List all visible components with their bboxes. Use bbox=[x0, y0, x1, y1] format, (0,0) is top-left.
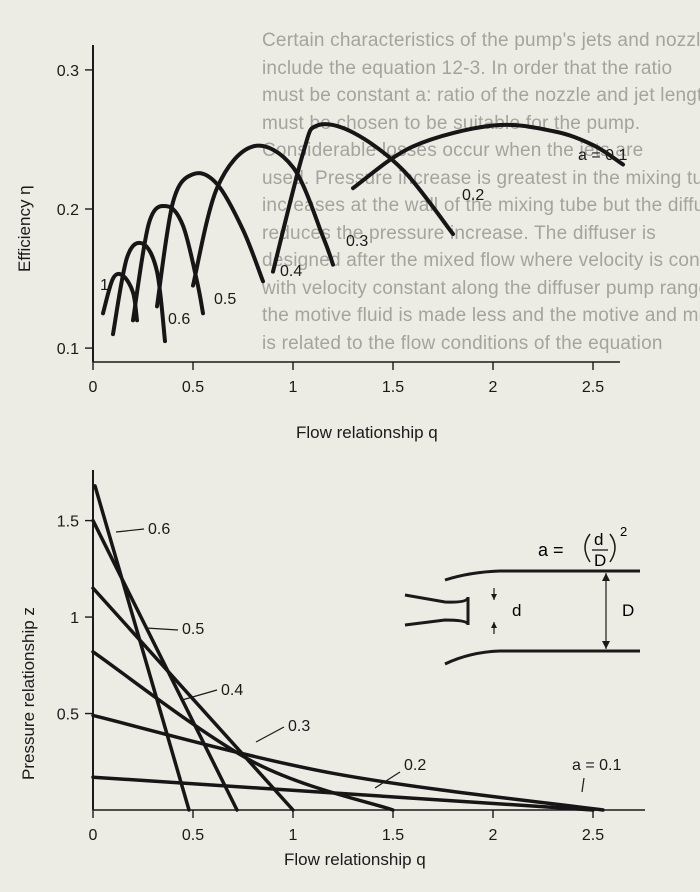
big-d-arrowhead-top bbox=[602, 573, 610, 581]
curve-label: a = 0.1 bbox=[578, 147, 627, 164]
pressure-x-axis-title: Flow relationship q bbox=[284, 850, 426, 869]
curve-label: 0.4 bbox=[221, 682, 243, 699]
x-tick-label: 1.5 bbox=[382, 379, 404, 396]
y-tick-label: 0.5 bbox=[57, 707, 79, 724]
small-d-arrowhead-top bbox=[491, 594, 497, 600]
x-tick-label: 1 bbox=[289, 827, 298, 844]
y-tick-label: 0.2 bbox=[57, 202, 79, 219]
curve-label: 0.6 bbox=[148, 521, 170, 538]
efficiency-chart: 0 0.5 1 1.5 2 2.5 0.1 0.2 0.3 a = 0.1 0.2 0.3 0.4 0.… bbox=[15, 45, 627, 442]
nozzle-ratio-inset: a = d D 2 d D bbox=[404, 524, 640, 666]
curve-label: 1 bbox=[100, 277, 109, 294]
curve-a-0_1 bbox=[91, 775, 595, 812]
curve-label: 0.2 bbox=[404, 757, 426, 774]
curve-a-0_5 bbox=[91, 518, 239, 812]
curve-leader-line bbox=[115, 528, 145, 533]
x-tick-label: 0.5 bbox=[182, 379, 204, 396]
curve-leader-line bbox=[145, 627, 179, 631]
efficiency-y-axis-title: Efficiency η bbox=[15, 185, 34, 272]
curve-a-0_1 bbox=[351, 122, 625, 191]
x-tick-label: 1.5 bbox=[382, 827, 404, 844]
formula-denominator: D bbox=[594, 551, 606, 570]
x-tick-label: 0.5 bbox=[182, 827, 204, 844]
pressure-y-axis-title: Pressure relationship z bbox=[19, 607, 38, 780]
formula-exponent: 2 bbox=[620, 524, 627, 539]
curve-a-0_6 bbox=[93, 484, 191, 812]
curve-a-0_3 bbox=[191, 143, 335, 288]
curve-label: 0.6 bbox=[168, 311, 190, 328]
formula-right-paren bbox=[609, 533, 616, 563]
curve-label: 0.2 bbox=[462, 187, 484, 204]
curve-leader-line bbox=[255, 726, 285, 743]
efficiency-x-axis-title: Flow relationship q bbox=[296, 423, 438, 442]
curve-label: 0.5 bbox=[214, 291, 236, 308]
x-tick-label: 2 bbox=[489, 379, 498, 396]
curve-label: 0.3 bbox=[346, 233, 368, 250]
curve-label: 0.3 bbox=[288, 718, 310, 735]
y-tick-label: 1.5 bbox=[57, 514, 79, 531]
y-tick-label: 1 bbox=[70, 610, 79, 627]
small-d-label: d bbox=[512, 601, 521, 620]
curve-label: a = 0.1 bbox=[572, 757, 621, 774]
curve-a-0_4 bbox=[155, 171, 265, 309]
curve-a-0_2 bbox=[271, 122, 455, 274]
big-d-label: D bbox=[622, 601, 634, 620]
curve-a-0_4 bbox=[91, 586, 295, 812]
small-d-arrowhead-bottom bbox=[491, 622, 497, 628]
curve-a-0_5 bbox=[131, 203, 205, 323]
y-tick-label: 0.3 bbox=[57, 63, 79, 80]
nozzle bbox=[404, 593, 470, 627]
curve-a-0_3 bbox=[91, 650, 395, 812]
curve-leader-line bbox=[181, 689, 218, 701]
mixing-tube-upper-wall bbox=[444, 569, 640, 582]
curve-a-0_2 bbox=[91, 713, 605, 812]
curve-leader-line bbox=[374, 771, 401, 789]
curve-label: 0.4 bbox=[280, 263, 302, 280]
mixing-tube-lower-wall bbox=[444, 649, 640, 666]
x-tick-label: 0 bbox=[89, 379, 98, 396]
curve-leader-line bbox=[581, 777, 585, 793]
curve-label: 0.5 bbox=[182, 621, 204, 638]
x-tick-label: 2.5 bbox=[582, 379, 604, 396]
big-d-arrowhead-bottom bbox=[602, 641, 610, 649]
x-tick-label: 2.5 bbox=[582, 827, 604, 844]
pressure-chart: 0 0.5 1 1.5 2 2.5 0.5 1 1.5 a = 0.1 0.2 0.3 0.4 0.5 0… bbox=[19, 470, 645, 869]
formula-left-paren bbox=[584, 533, 591, 563]
x-tick-label: 0 bbox=[89, 827, 98, 844]
curve-a-1 bbox=[101, 271, 139, 323]
formula-lhs: a = bbox=[538, 540, 564, 560]
x-tick-label: 2 bbox=[489, 827, 498, 844]
y-tick-label: 0.1 bbox=[57, 341, 79, 358]
x-tick-label: 1 bbox=[289, 379, 298, 396]
curve-a-0_6 bbox=[111, 240, 167, 344]
formula-numerator: d bbox=[594, 530, 603, 549]
